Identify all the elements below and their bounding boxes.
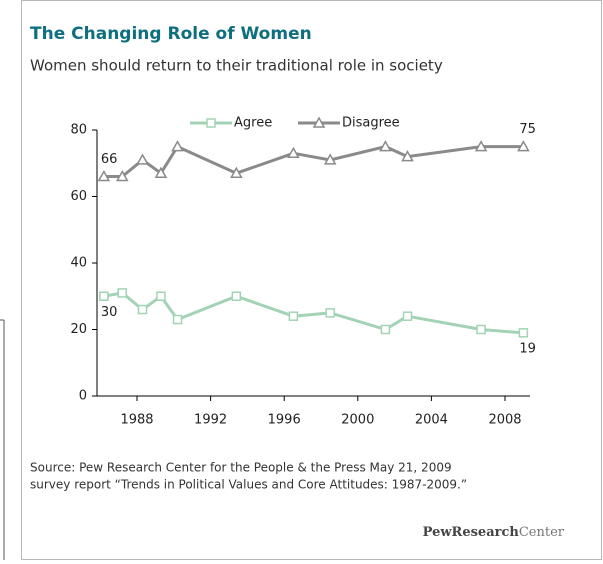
y-tick-label: 0 <box>79 389 87 404</box>
marker <box>137 304 148 315</box>
marker <box>206 118 216 128</box>
marker <box>230 166 243 178</box>
x-tick-label: 1992 <box>194 413 227 428</box>
logo-part: Center <box>519 525 565 540</box>
marker <box>401 150 414 162</box>
y-tick-label: 80 <box>70 123 87 138</box>
marker <box>325 308 335 318</box>
marker <box>136 153 149 165</box>
source-note: Source: Pew Research Center for the Peop… <box>30 461 452 475</box>
marker <box>156 291 166 301</box>
logo: PewResearchCenter <box>423 525 565 540</box>
y-tick-label: 40 <box>70 256 87 271</box>
x-tick-label: 2008 <box>488 413 521 428</box>
marker <box>323 153 337 165</box>
marker <box>117 288 128 298</box>
logo-part: PewResearch <box>423 525 520 540</box>
marker <box>312 116 326 128</box>
chart-subtitle: Women should return to their traditional… <box>30 57 443 75</box>
marker <box>517 140 530 152</box>
data-label: 75 <box>519 122 536 137</box>
legend-label: Agree <box>234 116 272 131</box>
marker <box>380 324 391 335</box>
source-note: survey report “Trends in Political Value… <box>30 478 467 492</box>
data-label: 66 <box>101 152 118 167</box>
marker <box>231 291 242 301</box>
marker <box>288 311 299 321</box>
marker <box>172 314 183 325</box>
x-tick-label: 2004 <box>415 413 448 428</box>
marker <box>287 146 300 159</box>
y-tick-label: 20 <box>70 322 87 337</box>
legend-label: Disagree <box>342 116 400 131</box>
data-label: 19 <box>519 341 536 356</box>
marker <box>97 170 111 182</box>
chart-frame <box>21 0 602 560</box>
marker <box>171 140 184 152</box>
marker <box>379 140 392 152</box>
x-tick-label: 1988 <box>120 413 153 428</box>
chart-title: The Changing Role of Women <box>30 24 312 44</box>
marker <box>476 324 486 335</box>
marker <box>402 311 413 321</box>
data-label: 30 <box>101 305 118 320</box>
marker <box>518 328 529 338</box>
x-tick-label: 1996 <box>268 413 301 428</box>
marker <box>154 166 168 178</box>
marker <box>116 170 129 182</box>
y-tick-label: 60 <box>70 189 87 204</box>
x-tick-label: 2000 <box>341 413 374 428</box>
marker <box>99 291 109 301</box>
marker <box>474 140 488 152</box>
